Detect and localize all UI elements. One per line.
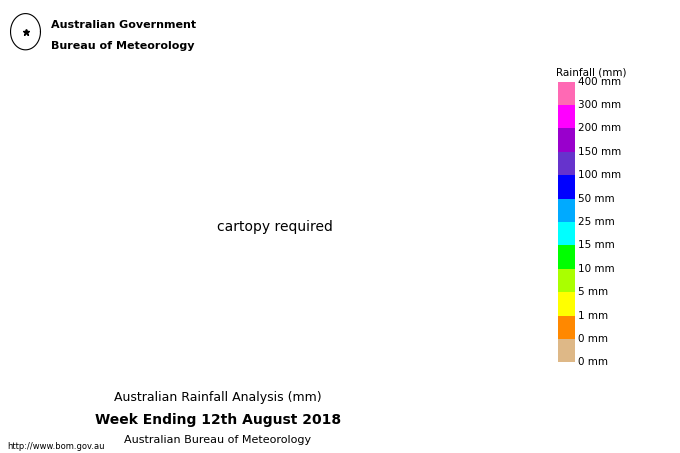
Text: Australian Bureau of Meteorology: Australian Bureau of Meteorology — [124, 435, 311, 445]
Bar — [558, 105, 575, 128]
Text: 0 mm: 0 mm — [578, 334, 608, 344]
Text: 0 mm: 0 mm — [578, 357, 608, 367]
Bar — [558, 339, 575, 362]
Text: 15 mm: 15 mm — [578, 241, 615, 251]
Text: Bureau of Meteorology: Bureau of Meteorology — [51, 41, 194, 51]
Text: 300 mm: 300 mm — [578, 100, 621, 110]
Text: 1 mm: 1 mm — [578, 311, 608, 321]
Text: 25 mm: 25 mm — [578, 217, 615, 227]
Text: http://www.bom.gov.au: http://www.bom.gov.au — [7, 442, 104, 451]
Text: Australian Rainfall Analysis (mm): Australian Rainfall Analysis (mm) — [114, 391, 322, 404]
Text: 10 mm: 10 mm — [578, 264, 615, 274]
Bar — [558, 152, 575, 175]
Text: 5 mm: 5 mm — [578, 287, 608, 297]
Text: cartopy required: cartopy required — [218, 220, 333, 233]
Bar — [558, 292, 575, 316]
Bar — [558, 269, 575, 292]
Text: 50 mm: 50 mm — [578, 193, 615, 203]
Bar — [558, 222, 575, 246]
Text: Week Ending 12th August 2018: Week Ending 12th August 2018 — [95, 413, 341, 427]
Text: Australian Government: Australian Government — [51, 20, 196, 30]
Bar — [558, 128, 575, 152]
Bar — [558, 82, 575, 105]
Bar — [558, 316, 575, 339]
Text: 150 mm: 150 mm — [578, 147, 622, 157]
Text: 200 mm: 200 mm — [578, 123, 621, 133]
Bar — [558, 198, 575, 222]
Text: 100 mm: 100 mm — [578, 170, 621, 180]
Text: 400 mm: 400 mm — [578, 77, 621, 87]
Text: Rainfall (mm): Rainfall (mm) — [556, 68, 626, 78]
Bar — [558, 175, 575, 198]
Bar — [558, 246, 575, 269]
